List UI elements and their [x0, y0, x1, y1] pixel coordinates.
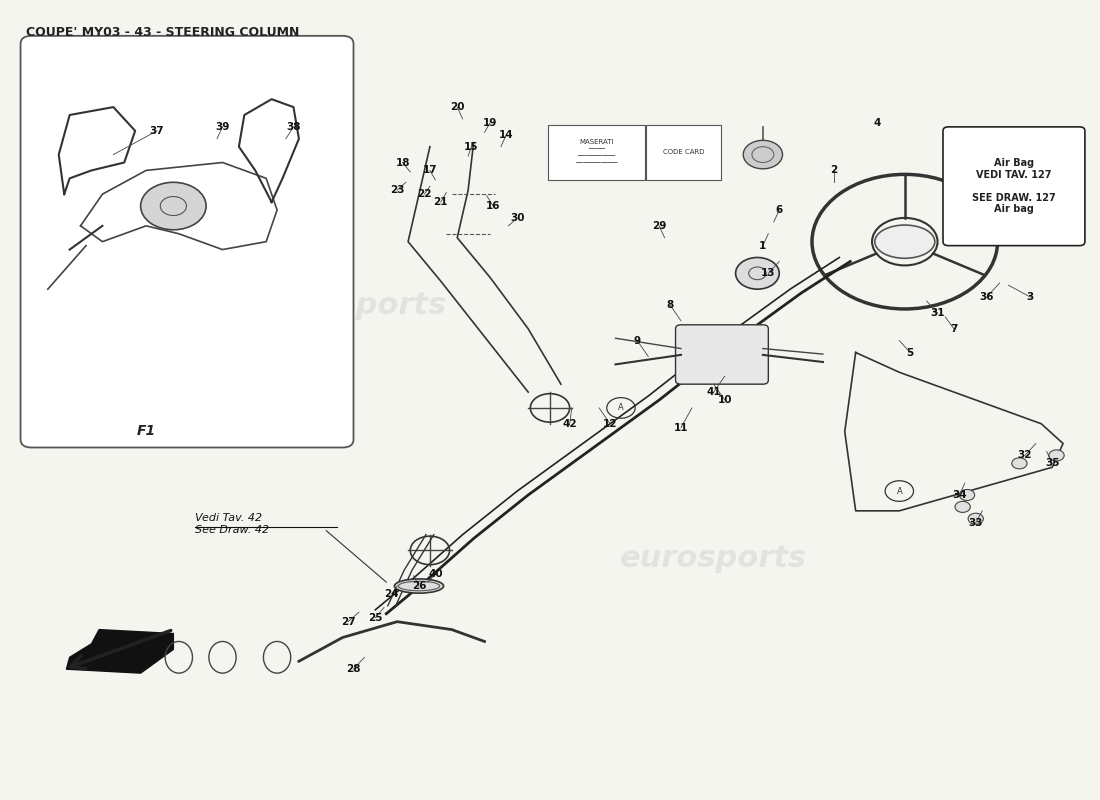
Text: F1: F1 [136, 424, 155, 438]
Text: 15: 15 [464, 142, 478, 152]
Text: 2: 2 [830, 166, 837, 175]
Text: Vedi Tav. 42
See Draw. 42: Vedi Tav. 42 See Draw. 42 [195, 513, 270, 534]
Text: 20: 20 [450, 102, 464, 112]
Text: 33: 33 [968, 518, 983, 528]
Circle shape [1049, 450, 1064, 461]
Text: 11: 11 [673, 422, 689, 433]
Text: 22: 22 [417, 189, 431, 199]
Circle shape [736, 258, 779, 289]
Text: 12: 12 [603, 418, 617, 429]
Text: 34: 34 [953, 490, 967, 500]
Text: 39: 39 [216, 122, 230, 132]
Text: 9: 9 [634, 336, 641, 346]
Text: CODE CARD: CODE CARD [663, 150, 704, 155]
FancyBboxPatch shape [548, 126, 645, 180]
Text: 29: 29 [652, 221, 667, 231]
Text: 27: 27 [341, 617, 355, 626]
Text: 3: 3 [1026, 292, 1034, 302]
Text: 1: 1 [759, 241, 767, 250]
Text: eurosports: eurosports [260, 290, 447, 319]
Text: 19: 19 [483, 118, 497, 128]
Text: 37: 37 [150, 126, 164, 136]
Text: 35: 35 [1045, 458, 1059, 468]
Text: A: A [896, 486, 902, 495]
FancyBboxPatch shape [646, 126, 722, 180]
Text: 28: 28 [346, 664, 361, 674]
Text: 7: 7 [950, 324, 958, 334]
Text: 32: 32 [1018, 450, 1032, 461]
Text: 23: 23 [389, 186, 405, 195]
Text: 14: 14 [499, 130, 514, 140]
Text: 4: 4 [873, 118, 881, 128]
Text: 36: 36 [979, 292, 994, 302]
Text: 38: 38 [286, 122, 300, 132]
Ellipse shape [874, 225, 935, 258]
Text: A: A [618, 403, 624, 413]
Text: Air Bag
VEDI TAV. 127

SEE DRAW. 127
Air bag: Air Bag VEDI TAV. 127 SEE DRAW. 127 Air … [972, 158, 1056, 214]
Text: 26: 26 [411, 581, 426, 591]
Circle shape [141, 182, 206, 230]
Text: 5: 5 [906, 347, 914, 358]
Text: 31: 31 [931, 308, 945, 318]
Text: 24: 24 [384, 589, 399, 599]
FancyBboxPatch shape [675, 325, 768, 384]
Text: 16: 16 [486, 201, 500, 211]
Text: 6: 6 [776, 205, 783, 215]
Text: 8: 8 [667, 300, 673, 310]
Circle shape [968, 514, 983, 524]
Polygon shape [66, 630, 174, 673]
Text: 18: 18 [395, 158, 410, 167]
Circle shape [744, 140, 782, 169]
Ellipse shape [395, 579, 443, 593]
Circle shape [1012, 458, 1027, 469]
Text: 25: 25 [368, 613, 383, 622]
Text: 21: 21 [433, 197, 448, 207]
FancyBboxPatch shape [21, 36, 353, 447]
Text: 30: 30 [510, 213, 525, 223]
Text: 10: 10 [717, 395, 732, 405]
Text: 13: 13 [761, 268, 776, 278]
Text: MASERATI
────
─────────
──────────: MASERATI ──── ───────── ────────── [575, 138, 617, 166]
FancyBboxPatch shape [943, 127, 1085, 246]
Circle shape [955, 502, 970, 513]
Text: 17: 17 [422, 166, 437, 175]
Text: COUPE' MY03 - 43 - STEERING COLUMN: COUPE' MY03 - 43 - STEERING COLUMN [26, 26, 299, 39]
Circle shape [959, 490, 975, 501]
Text: 42: 42 [562, 418, 578, 429]
Text: 41: 41 [706, 387, 722, 397]
Text: 40: 40 [428, 569, 442, 579]
Text: eurosports: eurosports [620, 544, 807, 573]
